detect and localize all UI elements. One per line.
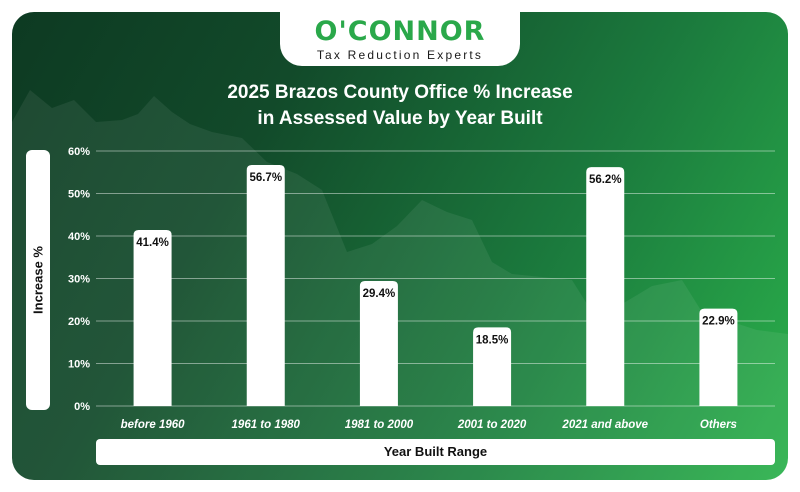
y-tick-label: 60% [68,146,90,158]
y-tick-label: 0% [74,401,90,413]
brand-tagline: Tax Reduction Experts [316,48,484,62]
x-axis-label: Year Built Range [383,444,488,459]
bar-value-label: 41.4% [136,237,169,249]
x-tick-label: 1961 to 1980 [232,419,301,431]
y-tick-label: 40% [68,231,90,243]
x-tick-label: 2021 and above [561,419,648,431]
bar-chart-plot: 0% 10% 20% 30% 40% 50% 60% 41.4% before 1960 56.7… [68,146,775,431]
chart-title-line-2: in Assessed Value by Year Built [257,108,543,129]
y-axis-label-panel [26,150,50,410]
bar [473,327,512,406]
y-tick-label: 50% [68,189,90,201]
bar [359,281,398,406]
x-tick-label: before 1960 [121,419,186,431]
x-tick-label: 2001 to 2020 [457,419,527,431]
y-tick-label: 10% [68,359,90,371]
bar [699,308,738,406]
bar-value-label: 18.5% [476,334,509,346]
y-tick-label: 20% [68,316,90,328]
chart-title-line-1: 2025 Brazos County Office % Increase [227,82,573,103]
bar [133,230,172,406]
brand-logo: O'CONNOR Tax Reduction Experts [280,12,520,66]
bar-value-label: 29.4% [363,288,396,300]
x-axis-label-panel [96,439,775,465]
x-tick-label: 1981 to 2000 [345,419,414,431]
y-tick-label: 30% [68,274,90,286]
bar [246,165,285,406]
bar-value-label: 56.7% [249,172,282,184]
x-tick-label: Others [700,419,737,431]
chart-card: O'CONNOR Tax Reduction Experts 2025 Braz… [12,12,788,480]
brand-name: O'CONNOR [314,16,486,47]
bar-value-label: 56.2% [589,174,622,186]
bar [586,167,625,406]
bar-value-label: 22.9% [702,316,735,328]
